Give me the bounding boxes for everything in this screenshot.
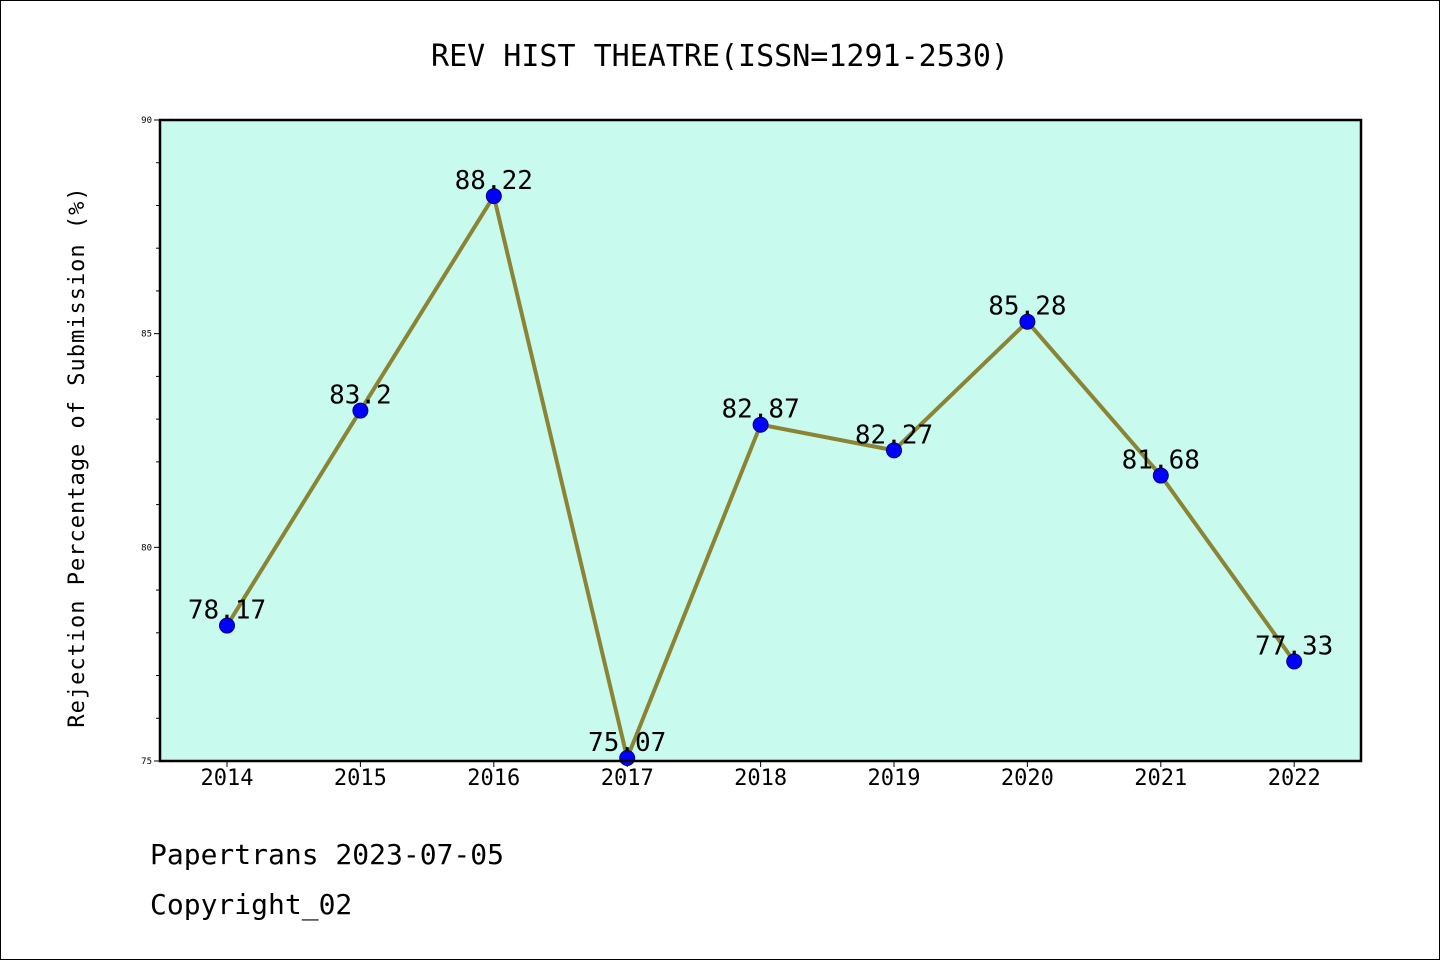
y-tick-labels-group: 75 80 85 90 [141, 116, 152, 767]
x-tick-label: 2021 [1134, 766, 1187, 791]
x-tick-label: 2014 [201, 766, 254, 791]
x-tick-label: 2018 [734, 766, 787, 791]
y-axis-label: Rejection Percentage of Submission (%) [65, 186, 90, 727]
data-label: 82.27 [855, 420, 933, 450]
y-tick-label: 80 [141, 543, 152, 553]
plot-border [158, 118, 1363, 763]
x-tick-label: 2017 [601, 766, 654, 791]
data-point-marker [886, 442, 902, 459]
data-point-marker [352, 402, 369, 419]
x-tick-label: 2016 [467, 766, 520, 791]
markers-group [219, 188, 1303, 767]
data-label: 85.28 [988, 292, 1066, 322]
chart-title: REV HIST THEATRE(ISSN=1291-2530) [431, 39, 1009, 74]
data-labels-group: 78.17 83.2 88.22 75.07 82.87 82.27 85.28 81.68 7… [188, 166, 1333, 758]
x-tick-label: 2019 [868, 766, 921, 791]
data-label: 78.17 [188, 596, 266, 626]
x-tick-label: 2022 [1268, 766, 1321, 791]
data-point-marker [1019, 313, 1036, 330]
data-label: 83.2 [329, 381, 392, 411]
plot-area [160, 120, 1361, 761]
y-tick-label: 75 [141, 757, 152, 767]
data-label: 75.07 [588, 728, 666, 758]
data-label: 81.68 [1122, 446, 1200, 476]
data-label: 82.87 [721, 395, 799, 425]
data-label: 88.22 [455, 166, 533, 196]
data-point-marker [752, 416, 769, 433]
y-tick-label: 85 [141, 330, 152, 340]
footer-copyright: Copyright_02 [150, 888, 352, 922]
y-tick-label: 90 [141, 116, 152, 126]
x-tick-label: 2015 [334, 766, 387, 791]
footer-date: Papertrans 2023-07-05 [150, 838, 504, 871]
data-point-marker [1286, 653, 1303, 670]
data-point-marker [219, 617, 235, 634]
x-tick-label: 2020 [1001, 766, 1054, 791]
data-point-marker [1152, 467, 1169, 484]
data-label: 77.33 [1255, 631, 1333, 661]
x-tick-labels-group: 2014 2015 2016 2017 2018 2019 2020 2021 2022 [201, 766, 1321, 791]
data-point-marker [485, 188, 502, 205]
